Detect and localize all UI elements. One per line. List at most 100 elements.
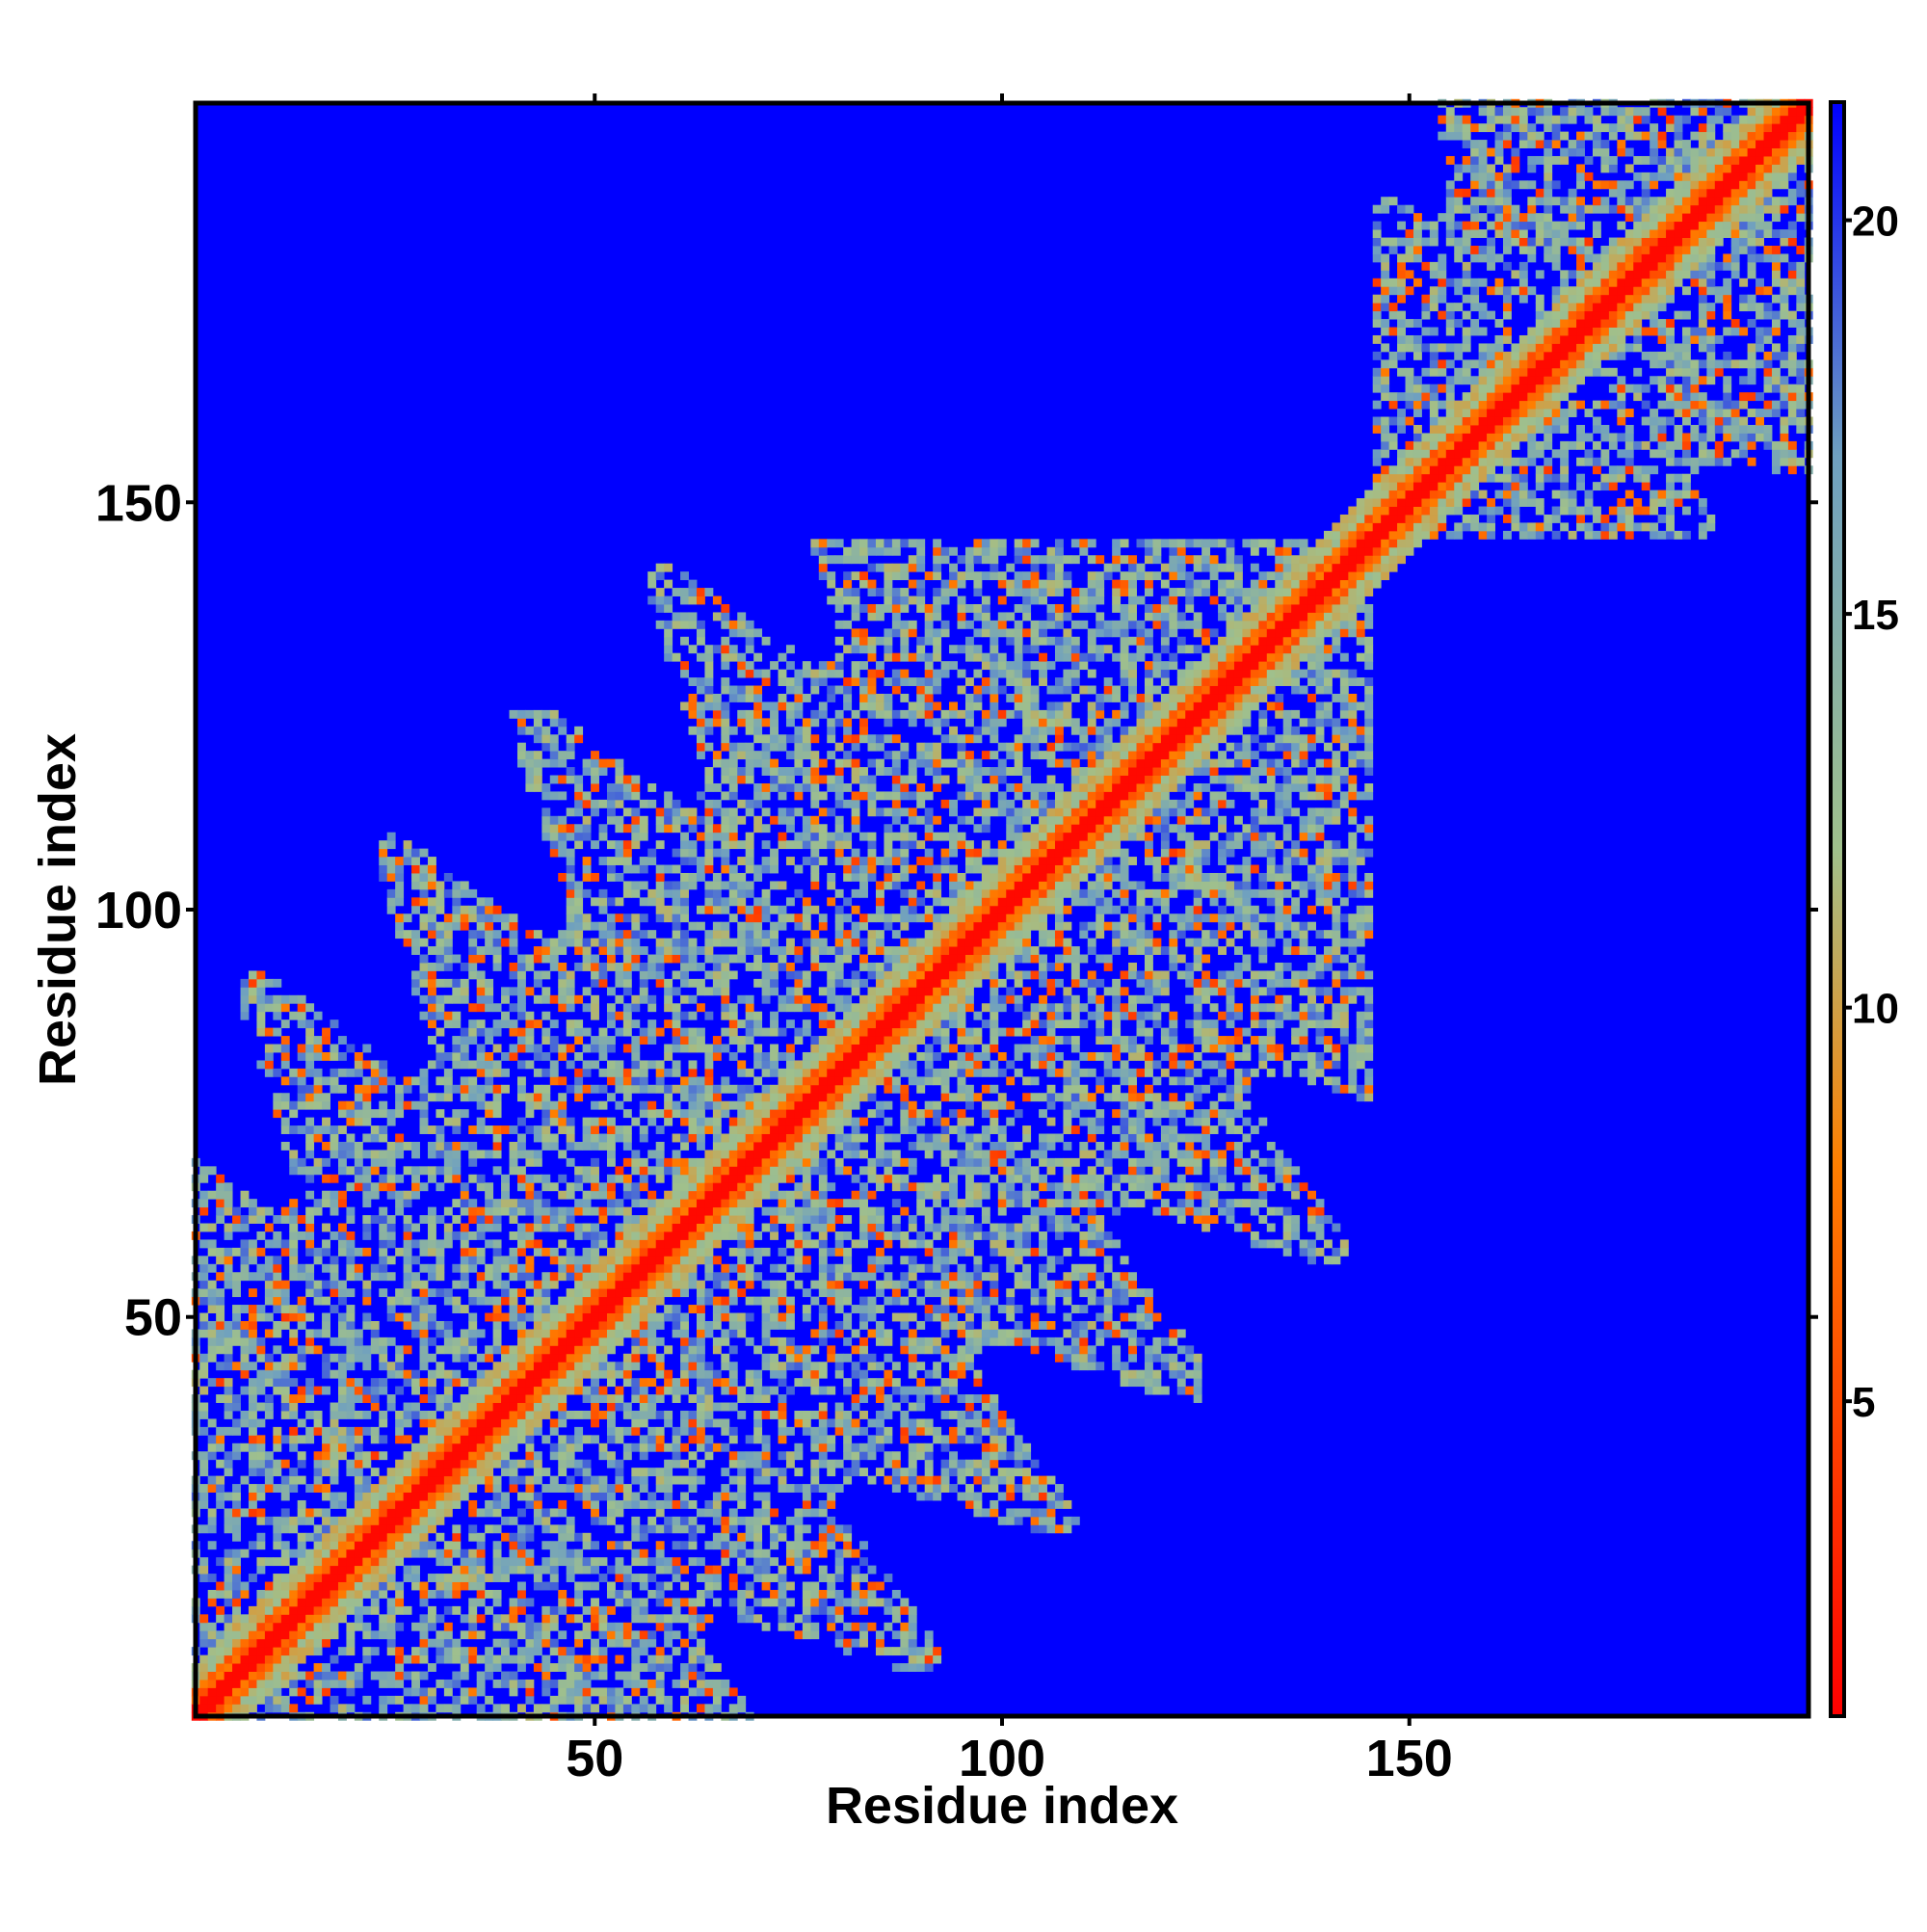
heatmap-cell	[582, 1027, 592, 1037]
heatmap-cell	[778, 1247, 787, 1257]
heatmap-cell	[337, 1100, 347, 1110]
heatmap-cell	[1112, 1362, 1122, 1371]
heatmap-cell	[973, 1345, 983, 1355]
heatmap-cell	[696, 1296, 705, 1306]
heatmap-cell	[411, 1508, 420, 1518]
heatmap-cell	[362, 1647, 372, 1656]
heatmap-cell	[330, 1410, 339, 1419]
heatmap-cell	[395, 1516, 405, 1525]
heatmap-cell	[622, 954, 632, 964]
heatmap-cell	[199, 1695, 209, 1705]
heatmap-cell	[1046, 1516, 1056, 1525]
heatmap-cell	[370, 1378, 380, 1388]
heatmap-cell	[232, 1272, 241, 1282]
heatmap-cell	[289, 1622, 299, 1631]
heatmap-cell	[289, 1598, 299, 1607]
heatmap-cell	[264, 1329, 274, 1338]
heatmap-cell	[501, 1256, 510, 1265]
heatmap-cell	[631, 1199, 641, 1208]
heatmap-cell	[379, 1565, 388, 1575]
heatmap-cell	[509, 1622, 518, 1631]
heatmap-cell	[516, 1272, 526, 1282]
heatmap-cell	[843, 1442, 853, 1452]
heatmap-cell	[1112, 1272, 1122, 1282]
heatmap-cell	[704, 1654, 714, 1664]
heatmap-cell	[256, 1027, 266, 1037]
heatmap-cell	[370, 1524, 380, 1534]
heatmap-cell	[273, 1215, 282, 1224]
heatmap-cell	[419, 1337, 429, 1346]
heatmap-cell	[322, 1027, 330, 1037]
heatmap-cell	[802, 1484, 811, 1493]
heatmap-cell	[810, 1362, 820, 1371]
heatmap-cell	[322, 1557, 330, 1567]
heatmap-cell	[248, 1647, 257, 1656]
heatmap-cell	[981, 1426, 990, 1436]
heatmap-cell	[704, 1288, 714, 1298]
heatmap-cell	[1030, 1247, 1040, 1257]
heatmap-cell	[541, 1679, 551, 1688]
heatmap-cell	[672, 1435, 681, 1444]
heatmap-cell	[721, 1679, 730, 1688]
heatmap-cell	[289, 1199, 299, 1208]
heatmap-cell	[598, 1206, 608, 1216]
heatmap-cell	[492, 913, 502, 923]
heatmap-cell	[476, 970, 486, 980]
heatmap-cell	[297, 1353, 306, 1363]
heatmap-cell	[753, 1492, 763, 1501]
heatmap-cell	[639, 1548, 648, 1558]
heatmap-cell	[403, 1435, 412, 1444]
heatmap-cell	[712, 1272, 722, 1282]
heatmap-cell	[933, 1435, 942, 1444]
heatmap-cell	[688, 1614, 698, 1624]
heatmap-cell	[337, 1598, 347, 1607]
heatmap-cell	[631, 1272, 641, 1282]
heatmap-cell	[574, 734, 584, 744]
heatmap-cell	[606, 1426, 616, 1436]
heatmap-cell	[525, 1638, 535, 1648]
heatmap-cell	[549, 1475, 559, 1485]
heatmap-cell	[688, 1435, 698, 1444]
heatmap-cell	[476, 1687, 486, 1697]
heatmap-cell	[354, 1263, 363, 1273]
heatmap-cell	[964, 1492, 974, 1501]
heatmap-cell	[330, 1051, 339, 1061]
heatmap-cell	[606, 1369, 616, 1379]
heatmap-cell	[598, 1345, 608, 1355]
heatmap-cell	[224, 1598, 233, 1607]
heatmap-cell	[419, 1484, 429, 1493]
heatmap-cell	[443, 913, 453, 923]
heatmap-cell	[566, 742, 575, 752]
heatmap-cell	[443, 1084, 453, 1094]
heatmap-cell	[199, 1386, 209, 1395]
heatmap-cell	[541, 1622, 551, 1631]
heatmap-cell	[867, 1353, 877, 1363]
heatmap-cell	[606, 1541, 616, 1550]
heatmap-cell	[501, 1451, 510, 1461]
heatmap-cell	[232, 1206, 241, 1216]
heatmap-cell	[330, 1671, 339, 1681]
heatmap-cell	[1136, 1337, 1146, 1346]
heatmap-cell	[639, 1557, 648, 1567]
heatmap-cell	[289, 1630, 299, 1640]
heatmap-cell	[330, 1492, 339, 1501]
heatmap-cell	[533, 1630, 542, 1640]
heatmap-cell	[232, 1247, 241, 1257]
heatmap-cell	[622, 1296, 632, 1306]
heatmap-cell	[606, 1605, 616, 1615]
heatmap-cell	[533, 1468, 542, 1477]
heatmap-cell	[264, 1557, 274, 1567]
heatmap-cell	[443, 1679, 453, 1688]
heatmap-cell	[827, 1435, 836, 1444]
heatmap-cell	[427, 1036, 436, 1045]
heatmap-cell	[867, 1622, 877, 1631]
heatmap-cell	[346, 1345, 356, 1355]
heatmap-cell	[884, 1647, 893, 1656]
heatmap-cell	[354, 1060, 363, 1070]
heatmap-cell	[949, 1426, 958, 1436]
heatmap-cell	[313, 1451, 323, 1461]
heatmap-cell	[419, 954, 429, 964]
heatmap-cell	[362, 1199, 372, 1208]
heatmap-cell	[305, 1548, 315, 1558]
heatmap-cell	[622, 1312, 632, 1322]
